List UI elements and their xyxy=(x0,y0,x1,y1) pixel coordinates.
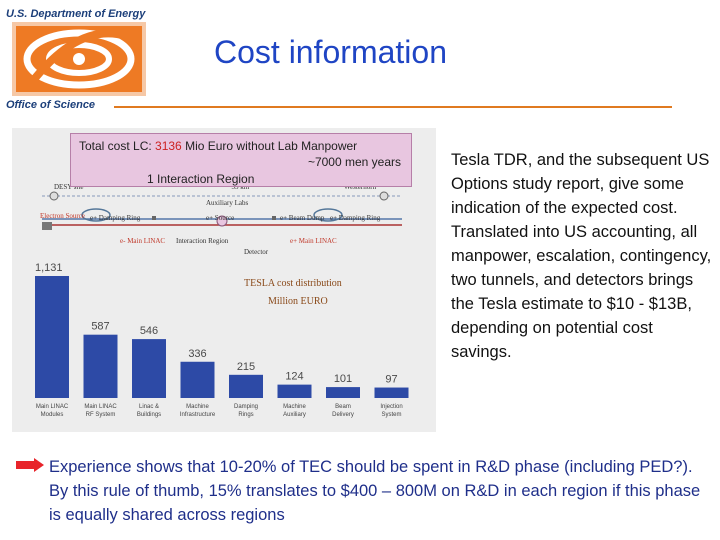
tesla-layout-diagram xyxy=(42,191,402,230)
agency-name: U.S. Department of Energy xyxy=(6,8,146,20)
ir-label: Interaction Region xyxy=(176,237,229,245)
category-label-6: Auxiliary xyxy=(283,412,306,418)
men-years: ~7000 men years xyxy=(307,155,401,169)
category-label-5: Rings xyxy=(238,412,253,418)
total-cost-prefix: Total cost LC: xyxy=(79,139,156,153)
damping-ring-left-label: e+ Damping Ring xyxy=(90,214,141,222)
category-label-3: Linac & xyxy=(139,404,159,410)
bar-value-label-6: 124 xyxy=(285,371,303,383)
slide-title: Cost information xyxy=(214,34,447,70)
category-label-7: Beam xyxy=(335,404,351,410)
bar-1 xyxy=(35,276,69,398)
category-label-6: Machine xyxy=(283,404,306,410)
chart-subtitle: Million EURO xyxy=(268,296,328,307)
main-linac-left-label: e- Main LINAC xyxy=(120,237,166,245)
beam-dump-label: e+ Beam Dump xyxy=(280,214,325,222)
total-cost-amount: 3136 xyxy=(155,139,182,153)
chart-title: TESLA cost distribution xyxy=(244,278,342,289)
category-label-2: Main LINAC xyxy=(84,404,117,410)
doe-logo xyxy=(12,22,146,96)
bar-value-label-5: 215 xyxy=(237,361,255,373)
header-rule xyxy=(114,106,672,108)
bar-5 xyxy=(229,374,263,398)
category-label-5: Damping xyxy=(234,404,258,410)
bar-value-label-8: 97 xyxy=(385,374,397,386)
bar-value-label-4: 336 xyxy=(188,348,206,360)
bar-3 xyxy=(132,339,166,398)
category-label-1: Main LINAC xyxy=(36,404,69,410)
bar-value-label-2: 587 xyxy=(91,321,109,333)
bar-8 xyxy=(374,387,409,398)
bar-6 xyxy=(277,384,312,398)
body-text: Tesla TDR, and the subsequent US Options… xyxy=(451,151,712,361)
category-label-4: Machine xyxy=(186,404,209,410)
interaction-region-label: 1 Interaction Region xyxy=(147,172,255,186)
bar-2 xyxy=(83,334,118,398)
electron-source-label: Electron Source xyxy=(40,212,85,220)
category-label-7: Delivery xyxy=(332,412,354,418)
category-label-1: Modules xyxy=(41,412,64,418)
total-cost-suffix: Mio Euro without Lab Manpower xyxy=(181,139,358,153)
bar-value-label-1: 1,131 xyxy=(35,262,63,274)
category-label-8: System xyxy=(381,412,401,418)
detector-label: Detector xyxy=(244,248,269,256)
total-cost-banner: Total cost LC: 3136 Mio Euro without Lab… xyxy=(70,133,412,187)
main-linac-right-label: e+ Main LINAC xyxy=(290,237,337,245)
km-label: ~ 33 km xyxy=(226,183,250,191)
bar-7 xyxy=(326,387,360,398)
arrow-bullet-icon xyxy=(16,458,44,472)
category-label-2: RF System xyxy=(86,412,116,418)
bar-4 xyxy=(180,361,215,398)
category-label-3: Buildings xyxy=(137,412,161,418)
bottom-text: Experience shows that 10-20% of TEC shou… xyxy=(49,458,701,524)
category-label-8: Injection xyxy=(380,404,402,410)
category-label-4: Infrastructure xyxy=(180,412,216,418)
bar-value-label-7: 101 xyxy=(334,373,352,385)
bar-value-label-3: 546 xyxy=(140,325,158,337)
damping-ring-right-label: e+ Damping Ring xyxy=(330,214,381,222)
desy-site-label: DESY site xyxy=(54,183,84,191)
source-label: e+ Source xyxy=(206,214,235,222)
westerhorn-label: Westerhorn xyxy=(344,183,377,191)
auxiliary-labs-label: Auxiliary Labs xyxy=(206,199,249,207)
office-name: Office of Science xyxy=(6,99,96,111)
total-cost-line: Total cost LC: 3136 Mio Euro without Lab… xyxy=(79,139,357,153)
